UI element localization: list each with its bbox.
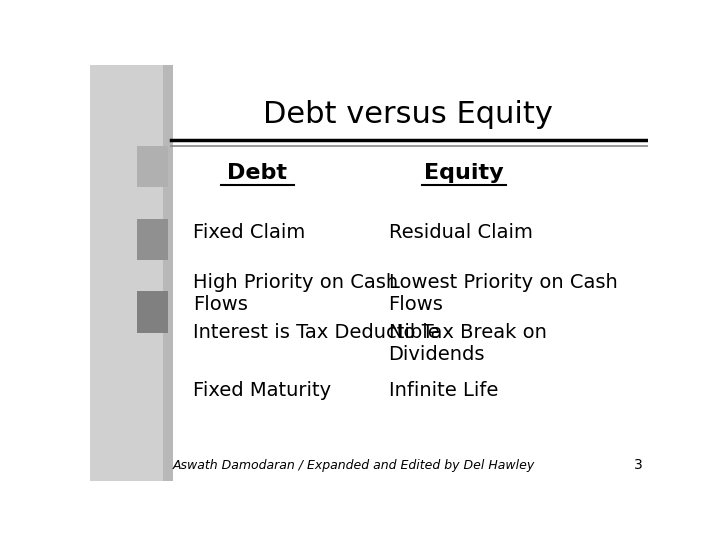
Text: Residual Claim: Residual Claim — [389, 223, 532, 242]
Text: 3: 3 — [634, 458, 642, 472]
FancyBboxPatch shape — [90, 65, 171, 481]
Text: Lowest Priority on Cash
Flows: Lowest Priority on Cash Flows — [389, 273, 617, 314]
Text: Aswath Damodaran / Expanded and Edited by Del Hawley: Aswath Damodaran / Expanded and Edited b… — [173, 460, 535, 472]
Text: No Tax Break on
Dividends: No Tax Break on Dividends — [389, 322, 546, 363]
Text: Equity: Equity — [424, 163, 504, 183]
Text: Debt: Debt — [228, 163, 287, 183]
Text: High Priority on Cash
Flows: High Priority on Cash Flows — [193, 273, 398, 314]
Text: Interest is Tax Deductible: Interest is Tax Deductible — [193, 322, 440, 342]
FancyBboxPatch shape — [138, 292, 168, 333]
FancyBboxPatch shape — [163, 65, 173, 481]
FancyBboxPatch shape — [138, 146, 168, 187]
FancyBboxPatch shape — [138, 219, 168, 260]
Text: Debt versus Equity: Debt versus Equity — [263, 100, 553, 129]
Text: Fixed Maturity: Fixed Maturity — [193, 381, 331, 400]
Text: Infinite Life: Infinite Life — [389, 381, 498, 400]
Text: Fixed Claim: Fixed Claim — [193, 223, 305, 242]
